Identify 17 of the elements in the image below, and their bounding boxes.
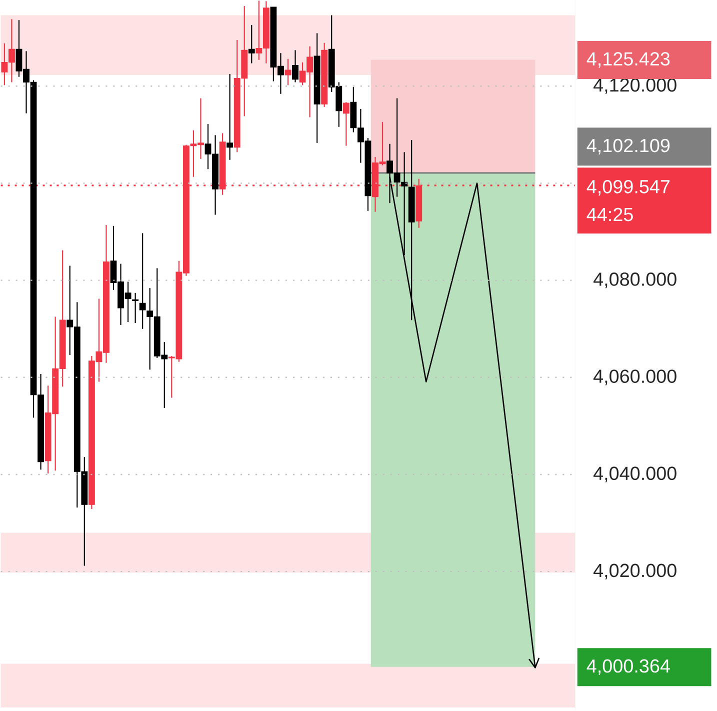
candlestick [226, 74, 234, 161]
band-label: 4,125.423 [586, 52, 670, 68]
candlestick [248, 24, 255, 64]
y-tick-label: 4,040.000 [593, 466, 676, 482]
candlestick [284, 58, 292, 86]
y-tick-label: 4,080.000 [593, 272, 676, 288]
y-tick-label: 4,120.000 [593, 78, 676, 94]
band-label: 4,000.364 [586, 659, 670, 676]
y-tick-label: 4,060.000 [593, 370, 676, 386]
ref-line-label: 4,099.547 [586, 180, 670, 196]
candlestick [292, 50, 298, 83]
ref-line-label: 4,102.109 [586, 139, 670, 155]
candlestick [132, 292, 139, 324]
candlestick [139, 232, 146, 330]
y-tick-label: 4,020.000 [593, 564, 676, 580]
candlestick [342, 102, 350, 147]
text: 44:25 [586, 208, 633, 222]
